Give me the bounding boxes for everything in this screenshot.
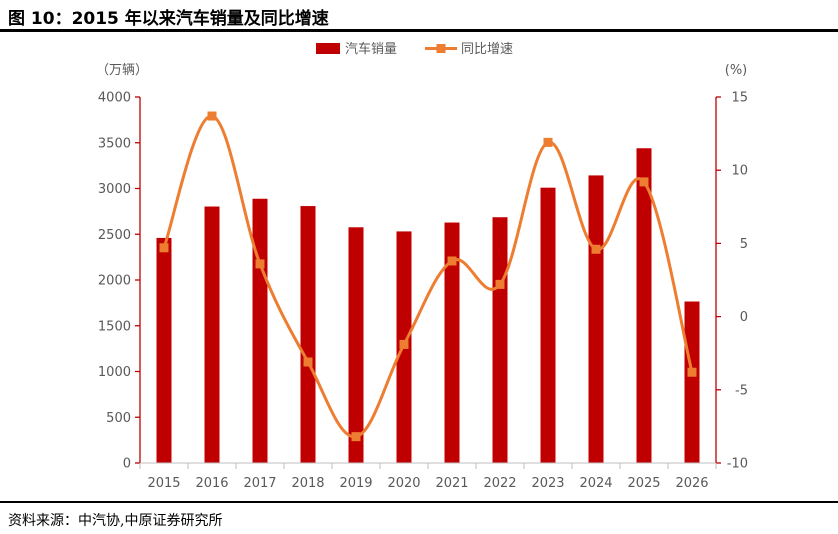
bar-2017 [252, 198, 268, 464]
growth-marker-2024 [591, 244, 601, 254]
x-tick-label: 2021 [435, 476, 468, 491]
source-note: 资料来源：中汽协,中原证券研究所 [8, 513, 223, 529]
left-tick-label: 1500 [98, 319, 131, 334]
right-tick-label: 10 [731, 164, 748, 179]
left-tick-label: 4000 [98, 91, 131, 106]
x-tick-label: 2024 [579, 476, 612, 491]
x-tick-label: 2023 [531, 476, 564, 491]
source-rule [0, 501, 838, 503]
bar-2023 [540, 187, 556, 463]
figure-title: 图 10：2015 年以来汽车销量及同比增速 [8, 9, 329, 29]
bar-2019 [348, 227, 364, 463]
growth-marker-2019 [351, 432, 361, 442]
right-tick-label: -5 [735, 383, 748, 398]
left-tick-label: 2000 [98, 274, 131, 289]
legend: 汽车销量 同比增速 [316, 41, 513, 57]
line-series-group [159, 111, 697, 442]
left-tick-label: 500 [106, 411, 131, 426]
bar-series-group [156, 148, 700, 464]
bar-2026 [684, 301, 700, 463]
growth-marker-2017 [255, 259, 265, 269]
bar-2021 [444, 222, 460, 463]
x-tick-label: 2017 [243, 476, 276, 491]
x-tick-label: 2025 [627, 476, 660, 491]
right-tick-label: 5 [740, 237, 748, 252]
bar-2025 [636, 148, 652, 464]
bar-2016 [204, 206, 220, 463]
growth-marker-2018 [303, 357, 313, 367]
axes-group: 0 500 1000 1500 2000 2500 3000 3500 4000 （万辆） -10 -… [96, 63, 748, 491]
growth-line [162, 114, 694, 439]
legend-bar-label: 汽车销量 [345, 41, 397, 57]
right-axis-label: (%) [725, 63, 748, 78]
growth-marker-2016 [207, 111, 217, 121]
growth-marker-2026 [687, 367, 697, 377]
x-tick-label: 2019 [339, 476, 372, 491]
left-tick-label: 2500 [98, 228, 131, 243]
right-tick-label: 0 [740, 310, 748, 325]
bar-2024 [588, 175, 604, 463]
right-tick-label: 15 [731, 91, 748, 106]
growth-marker-2023 [543, 137, 553, 147]
x-tick-label: 2026 [675, 476, 708, 491]
legend-line-marker [436, 44, 446, 53]
growth-marker-2025 [639, 177, 649, 187]
left-axis-label: （万辆） [96, 63, 148, 78]
x-tick-label: 2022 [483, 476, 516, 491]
bar-2015 [156, 237, 172, 463]
growth-marker-2020 [399, 339, 409, 349]
bar-2022 [492, 217, 508, 463]
legend-line-label: 同比增速 [461, 42, 513, 57]
right-tick-label: -10 [727, 457, 748, 472]
growth-marker-2022 [495, 279, 505, 289]
legend-bar-swatch [316, 43, 340, 54]
x-tick-label: 2015 [147, 476, 180, 491]
bar-2018 [300, 206, 316, 463]
title-rule [0, 29, 838, 32]
growth-marker-2021 [447, 256, 457, 266]
left-tick-label: 3000 [98, 182, 131, 197]
left-tick-label: 3500 [98, 136, 131, 151]
growth-marker-2015 [159, 243, 169, 253]
left-tick-label: 1000 [98, 365, 131, 380]
left-tick-label: 0 [123, 457, 131, 472]
x-tick-label: 2020 [387, 476, 420, 491]
x-tick-label: 2016 [195, 476, 228, 491]
x-tick-label: 2018 [291, 476, 324, 491]
